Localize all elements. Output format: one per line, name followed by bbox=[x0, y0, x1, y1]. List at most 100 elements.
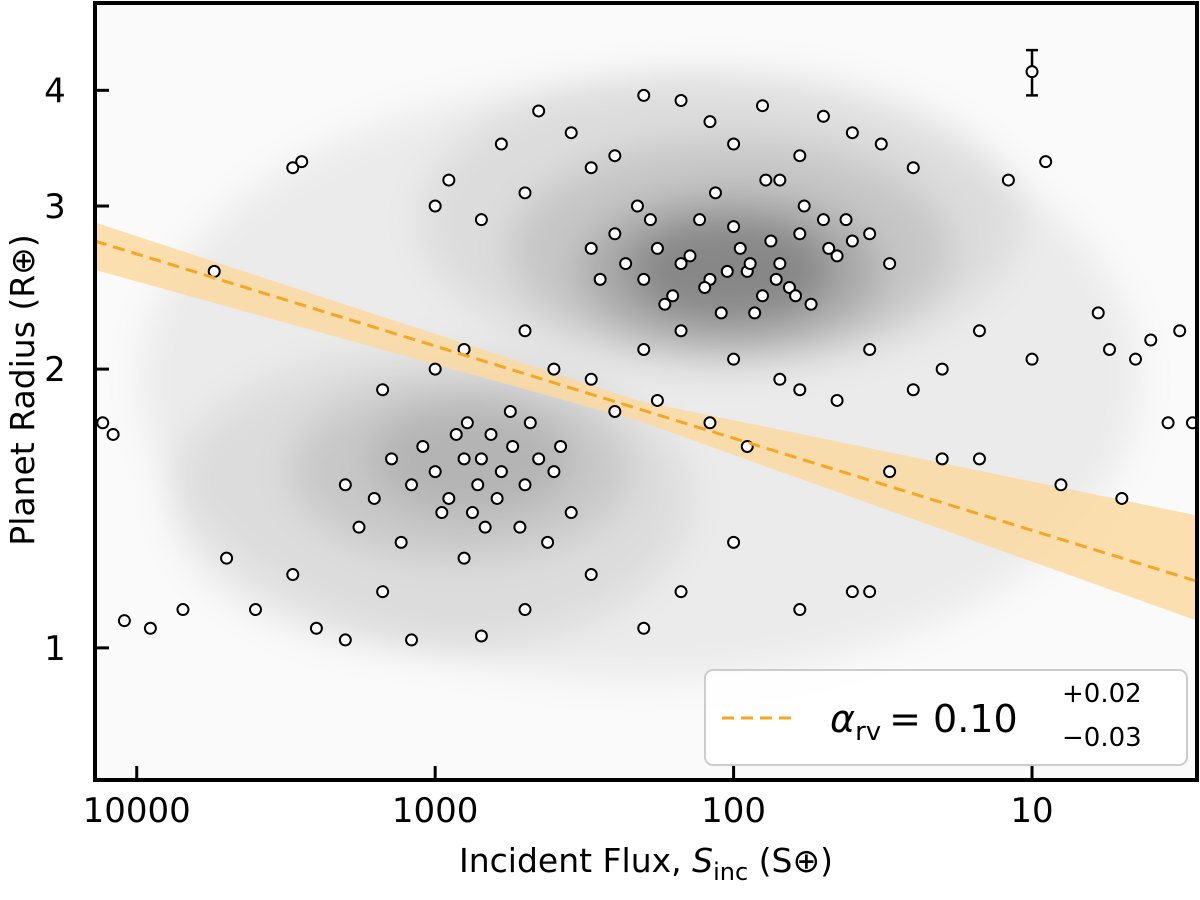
data-point bbox=[541, 535, 555, 549]
data-point bbox=[608, 149, 622, 163]
data-point bbox=[523, 416, 537, 430]
legend-label: αrv = 0.10 bbox=[830, 697, 1018, 747]
data-point bbox=[674, 257, 688, 271]
data-point bbox=[584, 568, 598, 582]
data-point bbox=[637, 272, 651, 286]
data-point bbox=[727, 352, 741, 366]
data-point bbox=[564, 126, 578, 140]
data-point bbox=[518, 478, 532, 492]
data-point bbox=[532, 104, 546, 118]
data-point bbox=[547, 362, 561, 376]
data-point bbox=[506, 439, 520, 453]
data-point bbox=[1091, 306, 1105, 320]
y-tick-label: 4 bbox=[44, 71, 66, 111]
data-point bbox=[935, 362, 949, 376]
x-tick-label: 10 bbox=[1010, 791, 1053, 831]
data-point bbox=[143, 621, 157, 635]
data-point bbox=[822, 241, 836, 255]
x-axis-label: Incident Flux, Sinc (S⊕) bbox=[459, 841, 833, 886]
data-point bbox=[972, 324, 986, 338]
data-point bbox=[1039, 155, 1053, 169]
data-point bbox=[518, 603, 532, 617]
data-point bbox=[666, 289, 680, 303]
data-point bbox=[727, 220, 741, 234]
data-point bbox=[793, 383, 807, 397]
data-point bbox=[554, 439, 568, 453]
data-point bbox=[637, 342, 651, 356]
x-label-symbol: S bbox=[692, 841, 713, 880]
data-point bbox=[845, 585, 859, 599]
data-point bbox=[176, 603, 190, 617]
data-point bbox=[460, 416, 474, 430]
data-point bbox=[1161, 416, 1175, 430]
data-point bbox=[1054, 478, 1068, 492]
legend-box bbox=[704, 669, 1188, 766]
data-point bbox=[532, 452, 546, 466]
data-point bbox=[674, 585, 688, 599]
x-label-text: Incident Flux, bbox=[459, 841, 692, 880]
fit-line bbox=[95, 239, 1197, 583]
data-point bbox=[435, 506, 449, 520]
data-point bbox=[773, 257, 787, 271]
x-label-unit: (S⊕) bbox=[748, 841, 833, 880]
data-point bbox=[376, 585, 390, 599]
data-point bbox=[674, 324, 688, 338]
data-point bbox=[494, 465, 508, 479]
data-point bbox=[518, 324, 532, 338]
data-point bbox=[608, 404, 622, 418]
data-point bbox=[619, 257, 633, 271]
data-point bbox=[564, 506, 578, 520]
data-point bbox=[743, 257, 757, 271]
data-point bbox=[428, 465, 442, 479]
data-point bbox=[637, 88, 651, 102]
x-tick-label: 1000 bbox=[392, 791, 479, 831]
data-point bbox=[286, 568, 300, 582]
y-tick-label: 1 bbox=[44, 629, 66, 669]
data-point bbox=[1001, 173, 1015, 187]
data-point bbox=[935, 452, 949, 466]
data-point bbox=[1144, 333, 1158, 347]
data-point bbox=[484, 427, 498, 441]
data-point bbox=[797, 199, 811, 213]
data-point bbox=[793, 149, 807, 163]
data-point bbox=[883, 257, 897, 271]
y-tick-label: 2 bbox=[44, 350, 66, 390]
data-point bbox=[449, 427, 463, 441]
data-point bbox=[683, 249, 697, 263]
data-point bbox=[643, 213, 657, 227]
data-point bbox=[338, 633, 352, 647]
data-point bbox=[106, 427, 120, 441]
data-point bbox=[1103, 342, 1117, 356]
data-point bbox=[789, 289, 803, 303]
data-point bbox=[584, 372, 598, 386]
density-contours bbox=[95, 3, 1197, 780]
data-point bbox=[637, 621, 651, 635]
data-point bbox=[376, 383, 390, 397]
x-tick-label: 100 bbox=[701, 791, 766, 831]
data-point bbox=[793, 227, 807, 241]
plot-area bbox=[95, 88, 1197, 647]
data-point bbox=[490, 491, 504, 505]
data-point bbox=[733, 241, 747, 255]
y-axis-label: Planet Radius (R⊕) bbox=[3, 234, 42, 545]
data-point bbox=[584, 161, 598, 175]
data-point bbox=[385, 452, 399, 466]
data-point bbox=[513, 520, 527, 534]
legend: αrv = 0.10 +0.02 −0.03 bbox=[704, 669, 1188, 766]
data-point bbox=[405, 478, 419, 492]
data-point bbox=[874, 137, 888, 151]
data-point bbox=[720, 264, 734, 278]
data-point bbox=[845, 234, 859, 248]
data-point bbox=[630, 199, 644, 213]
data-point bbox=[518, 186, 532, 200]
data-point bbox=[405, 633, 419, 647]
data-point bbox=[457, 551, 471, 565]
data-point bbox=[474, 213, 488, 227]
data-point bbox=[773, 372, 787, 386]
data-point bbox=[248, 603, 262, 617]
data-point bbox=[286, 161, 300, 175]
data-point bbox=[773, 173, 787, 187]
data-point bbox=[714, 306, 728, 320]
data-point bbox=[906, 383, 920, 397]
